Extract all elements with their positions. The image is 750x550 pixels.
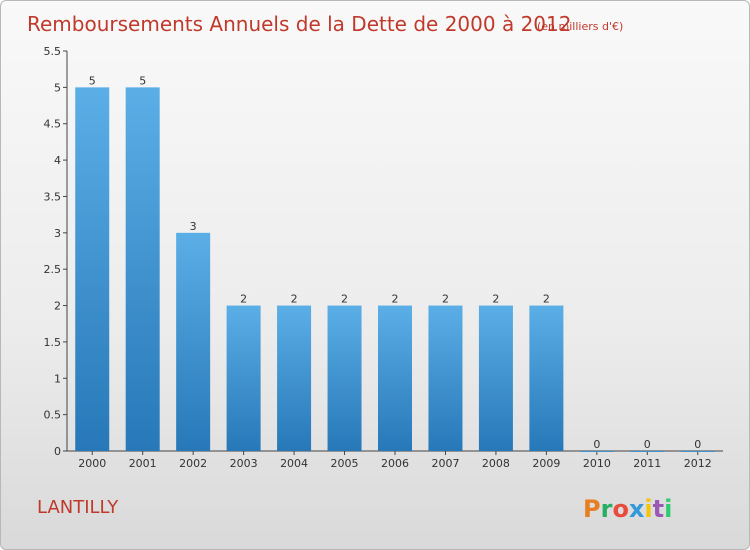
x-tick-label: 2004 <box>280 457 308 470</box>
logo-letter: P <box>583 495 601 523</box>
y-tick-label: 1 <box>54 372 61 385</box>
logo-letter: o <box>612 495 629 523</box>
x-tick-label: 2000 <box>78 457 106 470</box>
data-label: 0 <box>694 438 701 451</box>
bar <box>529 305 564 451</box>
y-tick-label: 4.5 <box>44 118 62 131</box>
x-tick-label: 2012 <box>684 457 712 470</box>
data-label: 2 <box>341 293 348 306</box>
data-label: 3 <box>190 220 197 233</box>
x-tick-label: 2002 <box>179 457 207 470</box>
bars: 5 5 3 2 2 2 2 2 2 2 0 0 0 <box>75 74 715 452</box>
x-tick-label: 2006 <box>381 457 409 470</box>
y-tick-label: 4 <box>54 154 61 167</box>
x-tick-label: 2011 <box>633 457 661 470</box>
y-tick-label: 0 <box>54 445 61 458</box>
data-label: 2 <box>291 293 298 306</box>
logo-letter: i <box>664 495 672 523</box>
bar <box>579 451 614 452</box>
y-tick-label: 1.5 <box>44 336 62 349</box>
data-label: 0 <box>644 438 651 451</box>
logo-letter: i <box>644 495 652 523</box>
bar <box>226 305 261 451</box>
bar <box>75 87 110 451</box>
logo-letter: x <box>629 495 645 523</box>
chart-title: Remboursements Annuels de la Dette de 20… <box>27 12 571 36</box>
bar <box>125 87 160 451</box>
x-tick-label: 2005 <box>331 457 359 470</box>
data-label: 5 <box>139 74 146 87</box>
x-tick-label: 2003 <box>230 457 258 470</box>
proxiti-logo: Proxiti <box>583 495 672 523</box>
y-tick-label: 5.5 <box>44 45 62 58</box>
data-label: 0 <box>593 438 600 451</box>
logo-letter: t <box>653 495 664 523</box>
y-tick-label: 2 <box>54 300 61 313</box>
bar <box>176 232 211 451</box>
data-label: 2 <box>392 293 399 306</box>
chart-subtitle: (en milliers d'€) <box>537 20 623 33</box>
y-tick-label: 5 <box>54 81 61 94</box>
data-label: 2 <box>492 293 499 306</box>
y-tick-label: 3.5 <box>44 190 62 203</box>
bar <box>277 305 312 451</box>
commune-name: LANTILLY <box>37 497 119 518</box>
bar <box>680 451 715 452</box>
y-tick-label: 0.5 <box>44 409 62 422</box>
data-label: 5 <box>89 74 96 87</box>
bar <box>428 305 463 451</box>
bar <box>478 305 513 451</box>
x-tick-label: 2010 <box>583 457 611 470</box>
logo-letter: r <box>601 495 613 523</box>
bar <box>630 451 665 452</box>
x-tick-label: 2001 <box>129 457 157 470</box>
bar <box>327 305 362 451</box>
y-tick-label: 2.5 <box>44 263 62 276</box>
x-tick-label: 2007 <box>431 457 459 470</box>
x-tick-label: 2009 <box>532 457 560 470</box>
data-label: 2 <box>543 293 550 306</box>
data-label: 2 <box>240 293 247 306</box>
x-tick-label: 2008 <box>482 457 510 470</box>
y-tick-label: 3 <box>54 227 61 240</box>
bar <box>378 305 412 451</box>
data-label: 2 <box>442 293 449 306</box>
